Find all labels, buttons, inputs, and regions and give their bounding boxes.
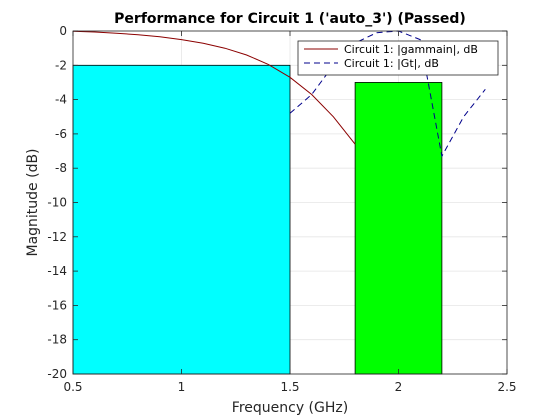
x-tick-label: 2 bbox=[395, 380, 403, 394]
y-tick-label: -18 bbox=[47, 333, 67, 347]
spec-regions bbox=[72, 64, 443, 375]
spec-region-1 bbox=[354, 82, 443, 375]
legend-label-gammain: Circuit 1: |gammain|, dB bbox=[344, 43, 478, 56]
series-lines bbox=[72, 30, 486, 158]
x-tick-label: 0.5 bbox=[63, 380, 82, 394]
x-tick-label: 2.5 bbox=[497, 380, 516, 394]
y-tick-label: -14 bbox=[47, 264, 67, 278]
x-axis-title: Frequency (GHz) bbox=[232, 400, 348, 416]
y-tick-label: -6 bbox=[55, 127, 67, 141]
x-tick-label: 1 bbox=[178, 380, 186, 394]
y-tick-label: 0 bbox=[59, 24, 67, 38]
chart-title: Performance for Circuit 1 ('auto_3') (Pa… bbox=[114, 11, 466, 27]
y-tick-label: -8 bbox=[55, 161, 67, 175]
spec-region-0 bbox=[72, 64, 291, 375]
legend-box bbox=[297, 40, 499, 76]
y-axis-title: Magnitude (dB) bbox=[25, 148, 41, 256]
y-tick-label: -20 bbox=[47, 367, 67, 381]
x-tick-label: 1.5 bbox=[280, 380, 299, 394]
y-tick-label: -4 bbox=[55, 93, 67, 107]
series-line-1 bbox=[289, 30, 486, 158]
y-tick-label: -2 bbox=[55, 58, 67, 72]
y-tick-label: -10 bbox=[47, 196, 67, 210]
legend-label-gt: Circuit 1: |Gt|, dB bbox=[344, 57, 439, 70]
axis-ticks: 0.5 1 1.5 2 2.5 0 -2 -4 -6 -8 -10 -12 -14 -16 -18 -20 bbox=[47, 24, 516, 394]
series-line-0 bbox=[72, 30, 356, 145]
legend: Circuit 1: |gammain|, dB Circuit 1: |Gt|… bbox=[297, 40, 499, 76]
y-tick-label: -16 bbox=[47, 298, 67, 312]
y-tick-label: -12 bbox=[47, 230, 67, 244]
